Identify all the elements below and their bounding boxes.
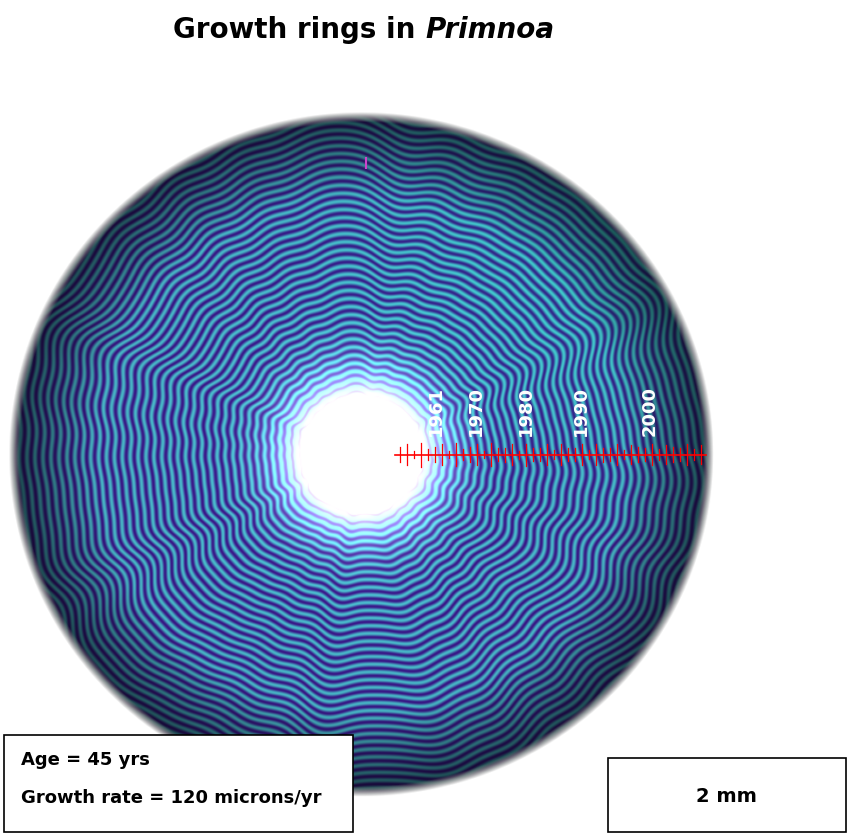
Text: 1961: 1961: [427, 385, 445, 436]
Text: Primnoa: Primnoa: [425, 16, 554, 44]
FancyBboxPatch shape: [4, 735, 353, 832]
Text: 2 mm: 2 mm: [696, 786, 757, 805]
Text: 1990: 1990: [572, 385, 591, 436]
Text: 1980: 1980: [517, 385, 535, 436]
FancyBboxPatch shape: [608, 758, 846, 832]
Text: 1970: 1970: [467, 385, 484, 436]
Text: Age = 45 yrs: Age = 45 yrs: [21, 751, 150, 768]
Text: Growth rate = 120 microns/yr: Growth rate = 120 microns/yr: [21, 788, 322, 806]
Text: Growth rings in: Growth rings in: [173, 16, 425, 44]
Text: 2000: 2000: [641, 385, 659, 436]
